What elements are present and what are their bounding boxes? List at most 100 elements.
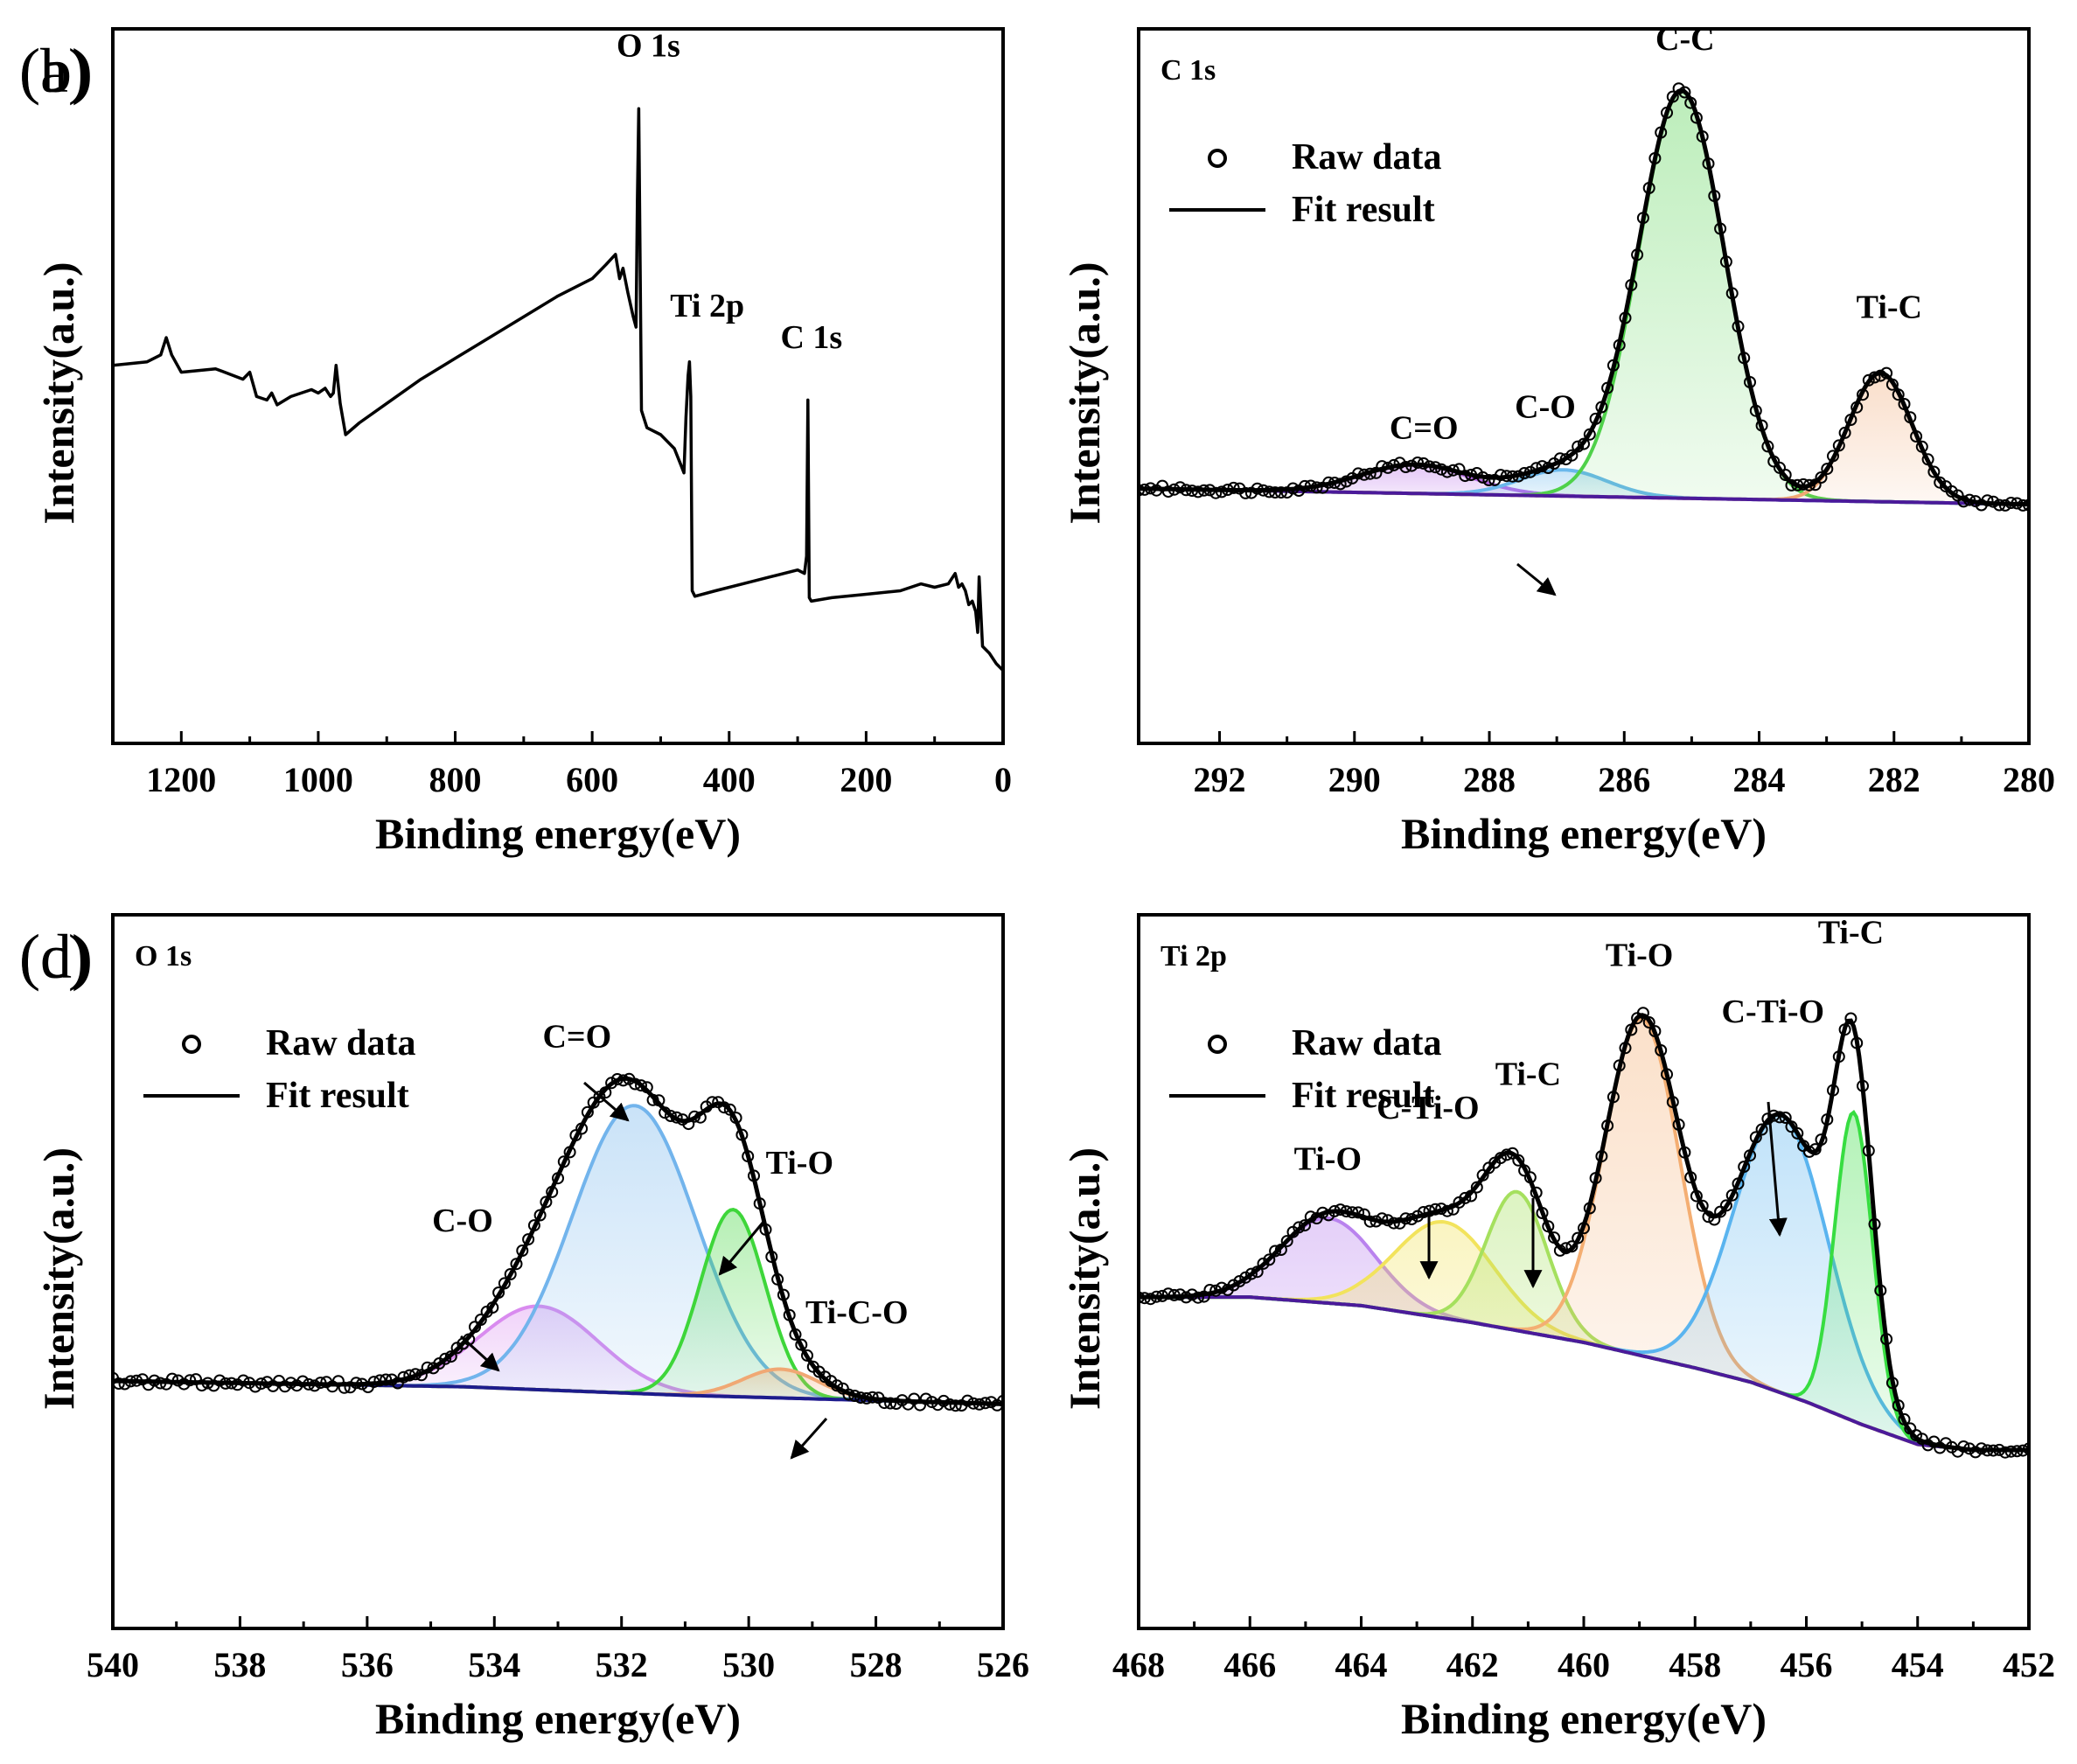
panel-a-peak-label-o 1s: O 1s (617, 28, 680, 65)
panel-d-raw-data-point (1832, 1050, 1845, 1063)
panel-c-peak-arrow (459, 1335, 500, 1372)
panel-b-raw-data-point (1684, 96, 1697, 109)
panel-c-raw-data-point (510, 1258, 523, 1271)
panel-d-x-tick-label: 464 (1335, 1645, 1388, 1684)
panel-b-raw-data-point (1440, 465, 1453, 478)
panel-b-raw-data-point (1382, 461, 1394, 474)
panel-c-raw-data-point (878, 1397, 891, 1410)
panel-d-raw-data-point (1476, 1168, 1489, 1182)
panel-d-raw-data-point (1500, 1148, 1513, 1161)
panel-b-raw-data-point (1209, 486, 1223, 499)
panel-d-x-tick-label: 454 (1892, 1645, 1944, 1684)
panel-d-raw-data-point (1601, 1119, 1614, 1133)
panel-c-component-ti-c-o-fill (113, 1369, 1003, 1405)
panel-c-x-tick-label: 530 (722, 1645, 775, 1684)
panel-d-raw-data-point (1328, 1204, 1341, 1217)
panel-b-raw-data-point (1993, 499, 2006, 512)
panel-b-raw-data-point (1352, 467, 1365, 480)
panel-c-raw-data-point (884, 1397, 897, 1410)
panel-d-raw-data-point (1352, 1206, 1365, 1219)
panel-c-raw-data-point (831, 1379, 843, 1392)
panel-d-raw-data-point (1969, 1446, 1982, 1459)
panel-c-raw-data-point (854, 1391, 868, 1405)
panel-d-raw-data-point (1696, 1199, 1709, 1212)
panel-c-raw-data-point (985, 1396, 998, 1409)
panel-b-raw-data-point (1885, 378, 1899, 391)
panel-b-raw-data-point (1334, 478, 1347, 491)
panel-c-peak-label-c=o: C=O (542, 1018, 611, 1055)
panel-d-raw-data-point (1512, 1154, 1525, 1167)
panel-b-raw-data-point (1880, 366, 1893, 380)
panel-d-background-line (1139, 1295, 2029, 1452)
panel-d-legend-raw-marker (1208, 1035, 1227, 1054)
panel-b-raw-data-point (1827, 450, 1839, 463)
panel-b-raw-data-point (1459, 470, 1472, 483)
panel-d-raw-data-point (1921, 1439, 1934, 1452)
panel-d-letter: (d) (19, 922, 93, 992)
panel-c-raw-data-point (421, 1361, 434, 1374)
panel-b-raw-data-point (1987, 495, 2000, 508)
panel-b-raw-data-point (1714, 222, 1727, 235)
panel-b-raw-data-point (1761, 440, 1774, 453)
panel-d-raw-data-point (1316, 1206, 1329, 1219)
panel-d-raw-data-point (1269, 1245, 1282, 1258)
panel-c-raw-data-point (184, 1374, 197, 1387)
panel-c-letter: (c) (19, 922, 89, 992)
panel-d-component-ti-o-fill (1139, 1217, 2029, 1450)
panel-c-raw-data-point (469, 1321, 481, 1334)
panel-d-plot-area (1139, 1007, 2029, 1459)
panel-d-raw-data-point (1981, 1444, 1994, 1457)
panel-c-raw-data-point (659, 1106, 672, 1119)
panel-d-frame (1137, 913, 2031, 1630)
panel-d-raw-data-point (1642, 1016, 1655, 1028)
panel-c-raw-data-point (165, 1372, 178, 1385)
panel-c-raw-data-point (350, 1377, 363, 1390)
panel-d-raw-data-point (1821, 1113, 1834, 1126)
panel-c-raw-data-point (753, 1197, 766, 1210)
panel-b-legend-raw-label: Raw data (1292, 137, 1442, 178)
panel-d-raw-data-point (1678, 1146, 1691, 1159)
panel-d-raw-data-point (1293, 1221, 1306, 1234)
panel-c-raw-data-point (718, 1101, 730, 1114)
panel-d-raw-data-point (1725, 1189, 1739, 1202)
panel-d-raw-data-point (1139, 1291, 1145, 1304)
panel-d-raw-data-point (1465, 1189, 1478, 1203)
panel-d-raw-data-point (1774, 1111, 1786, 1124)
panel-c-raw-data-point (373, 1374, 387, 1387)
panel-c-raw-data-point (789, 1328, 802, 1341)
panel-b-y-axis-label: Intensity(a.u.) (1060, 261, 1109, 524)
panel-d-raw-data-point (1738, 1161, 1751, 1174)
panel-b-raw-data-point (1269, 486, 1282, 499)
panel-a-x-axis-label: Binding energy(eV) (375, 809, 741, 858)
panel-b-raw-data-point (1708, 190, 1721, 202)
panel-b-raw-data-point (1785, 478, 1798, 492)
panel-b-raw-data-point (1186, 485, 1199, 498)
panel-d-title: Ti 2p (1160, 940, 1227, 973)
panel-b-raw-data-point (1927, 465, 1941, 478)
panel-d-component-ti-c-fill (1139, 1112, 2029, 1450)
panel-c-raw-data-point (504, 1268, 517, 1280)
panel-c-raw-data-point (552, 1172, 564, 1185)
panel-c-raw-data-point (742, 1150, 755, 1163)
panel-b-raw-data-point (1263, 485, 1276, 499)
panel-d-raw-data-point (1761, 1112, 1774, 1126)
panel-c-raw-data-point (967, 1397, 980, 1410)
panel-c-raw-data-point (308, 1379, 321, 1392)
panel-c-raw-data-point (237, 1374, 250, 1387)
panel-d-raw-data-point (1167, 1288, 1181, 1301)
panel-d-raw-data-point (1263, 1253, 1276, 1266)
panel-c-legend-fit-label: Fit result (266, 1076, 409, 1116)
panel-d-raw-data-point (1440, 1204, 1453, 1217)
panel-b-raw-data-point (1578, 437, 1590, 450)
panel-c-raw-data-point (575, 1122, 589, 1135)
panel-d-legend-raw-label: Raw data (1292, 1023, 1442, 1063)
panel-d-raw-data-point (1672, 1118, 1685, 1131)
panel-b-raw-data-point (1340, 475, 1353, 488)
panel-c-title: O 1s (135, 940, 192, 973)
panel-d-raw-data-point (1892, 1399, 1905, 1412)
panel-d-x-tick-label: 458 (1669, 1645, 1721, 1684)
panel-c-raw-data-point (937, 1394, 951, 1407)
panel-b-raw-data-point (1274, 486, 1287, 499)
panel-d-raw-data-point (1387, 1217, 1400, 1230)
panel-b-raw-data-point (1607, 359, 1620, 372)
